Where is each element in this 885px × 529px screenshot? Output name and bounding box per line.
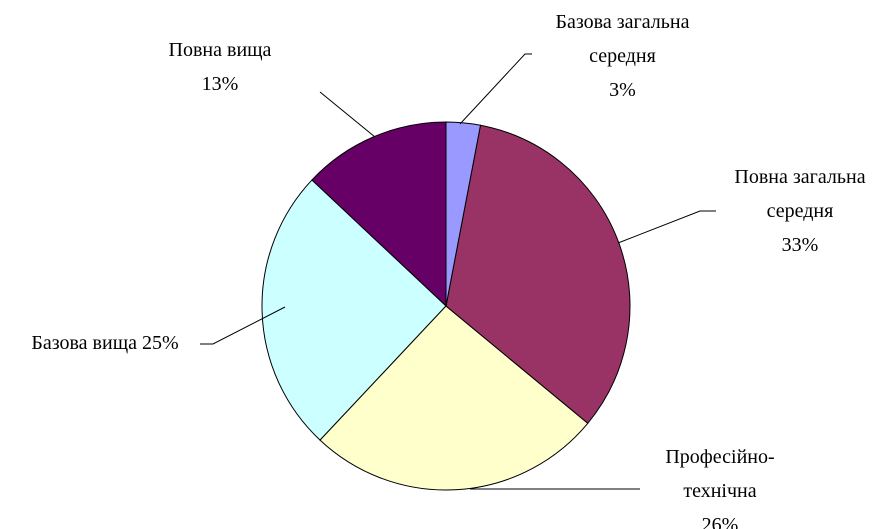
leader-line <box>200 306 286 345</box>
category-label: Базова загальна середня <box>555 11 690 67</box>
pie-slice <box>261 179 447 441</box>
pie-slice <box>319 305 589 491</box>
category-label: Повна загальна середня <box>734 166 866 222</box>
leader-line <box>319 91 376 138</box>
pie-slice <box>445 124 631 424</box>
slice-label: Професійно-технічна 26% <box>640 440 800 529</box>
value-label: 3% <box>609 79 636 101</box>
category-label: Професійно-технічна <box>665 446 775 502</box>
value-label: 25% <box>141 332 179 354</box>
pie-slice <box>311 121 447 308</box>
leader-line <box>459 53 532 125</box>
category-label: Базова вища <box>31 332 137 354</box>
slice-label: Базова загальна середня 3% <box>525 5 720 107</box>
value-label: 33% <box>781 234 819 256</box>
pie-slice <box>445 121 482 307</box>
slice-label: Базова вища 25% <box>0 326 210 360</box>
value-label: 26% <box>701 514 739 529</box>
slice-label: Повна вища 13% <box>140 33 300 101</box>
category-label: Повна вища <box>168 39 272 61</box>
leader-line <box>617 210 716 244</box>
value-label: 13% <box>201 73 239 95</box>
slice-label: Повна загальна середня 33% <box>705 160 885 262</box>
